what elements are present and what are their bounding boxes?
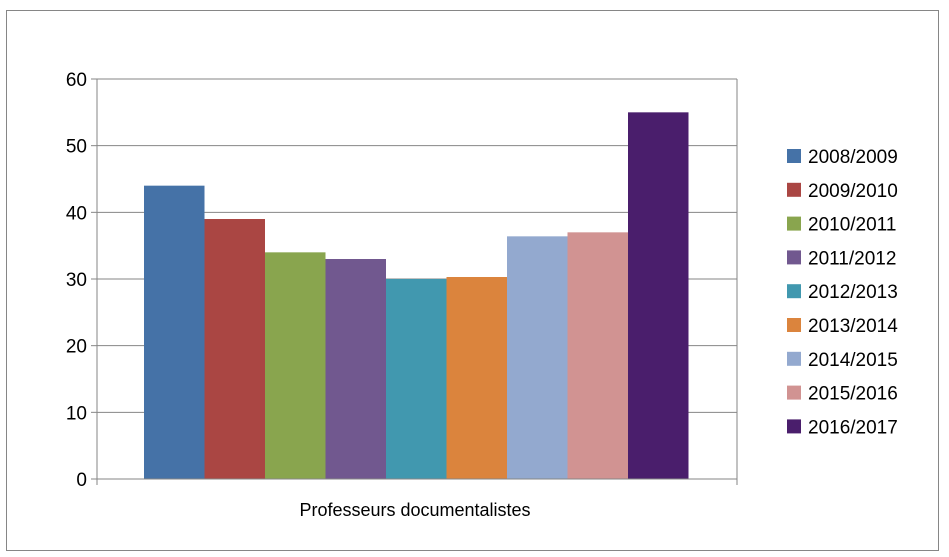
legend-swatch bbox=[787, 419, 801, 434]
legend-label: 2010/2011 bbox=[808, 215, 896, 236]
bar-2016-2017 bbox=[628, 112, 689, 479]
bar-2013-2014 bbox=[446, 277, 507, 479]
bar-2009-2010 bbox=[204, 219, 265, 479]
y-tick-label: 50 bbox=[66, 137, 87, 158]
bar-2011-2012 bbox=[325, 259, 386, 479]
legend-label: 2011/2012 bbox=[808, 248, 896, 269]
legend-swatch bbox=[787, 182, 801, 197]
legend: 2008/2009 2009/2010 2010/2011 2011/2012 2012… bbox=[787, 147, 898, 438]
legend-swatch bbox=[787, 149, 801, 163]
legend-label: 2014/2015 bbox=[808, 350, 898, 371]
legend-label: 2015/2016 bbox=[808, 384, 898, 405]
legend-label: 2008/2009 bbox=[808, 147, 898, 168]
y-tick-label: 10 bbox=[66, 403, 87, 424]
y-tick-label: 30 bbox=[66, 270, 87, 291]
x-category-label: Professeurs documentalistes bbox=[299, 500, 530, 520]
legend-swatch bbox=[787, 284, 801, 299]
bar-2012-2013 bbox=[386, 279, 447, 479]
legend-label: 2013/2014 bbox=[808, 316, 898, 337]
axes: 0 10 20 30 40 50 60 Professeurs documentalistes bbox=[66, 70, 738, 520]
y-tick-label: 0 bbox=[76, 470, 87, 491]
legend-swatch bbox=[787, 250, 801, 265]
y-tick-label: 60 bbox=[66, 70, 87, 91]
legend-swatch bbox=[787, 351, 801, 366]
legend-swatch bbox=[787, 318, 801, 332]
bar-2014-2015 bbox=[507, 236, 568, 479]
legend-swatch bbox=[787, 216, 801, 231]
legend-label: 2016/2017 bbox=[808, 417, 898, 438]
legend-swatch bbox=[787, 385, 801, 400]
legend-label: 2009/2010 bbox=[808, 181, 898, 202]
bar-2015-2016 bbox=[567, 232, 628, 479]
y-tick-label: 40 bbox=[66, 203, 87, 224]
legend-label: 2012/2013 bbox=[808, 282, 898, 303]
y-tick-label: 20 bbox=[66, 337, 87, 358]
bar-2008-2009 bbox=[144, 185, 205, 479]
bars bbox=[144, 112, 689, 479]
bar-2010-2011 bbox=[265, 252, 326, 479]
